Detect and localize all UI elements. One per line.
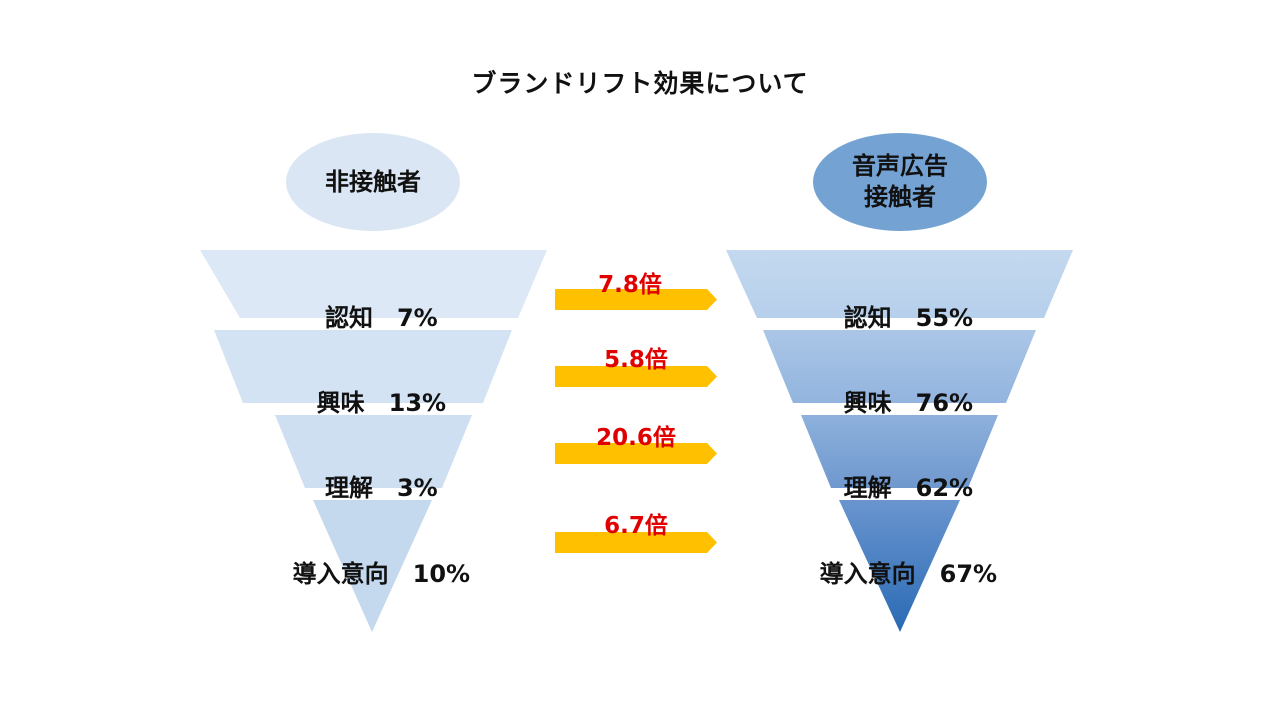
multiplier-intent: 6.7倍 <box>604 513 668 539</box>
multiplier-awareness: 7.8倍 <box>598 272 662 298</box>
right-funnel-segment-2 <box>763 330 1036 403</box>
segment-label: 理解 <box>324 474 373 502</box>
left-header: 非接触者 <box>286 133 460 231</box>
right-segment-awareness: 認知 55% <box>800 270 1000 333</box>
page-title: ブランドリフト効果について <box>471 69 809 98</box>
right-header: 音声広告 接触者 <box>813 133 987 231</box>
multiplier-understanding: 20.6倍 <box>596 425 676 451</box>
segment-label: 導入意向 <box>819 560 916 588</box>
segment-label: 認知 <box>843 304 892 332</box>
left-funnel-segment-3 <box>275 415 472 488</box>
right-header-label-line1: 音声広告 <box>852 152 948 180</box>
arrow-right-icon <box>555 289 717 310</box>
segment-value: 62% <box>915 474 974 502</box>
left-funnel-segment-4 <box>313 500 432 632</box>
right-header-label-line2: 接触者 <box>864 183 936 211</box>
left-segment-understanding: 理解 3% <box>273 440 473 503</box>
segment-value: 10% <box>412 560 471 588</box>
right-funnel-segment-3 <box>801 415 998 488</box>
segment-value: 76% <box>915 389 974 417</box>
segment-value: 55% <box>915 304 974 332</box>
right-funnel-segment-1 <box>726 250 1073 318</box>
segment-label: 導入意向 <box>292 560 389 588</box>
left-funnel-segment-1 <box>200 250 547 318</box>
segment-label: 認知 <box>324 304 373 332</box>
left-segment-intent: 導入意向 10% <box>253 526 493 589</box>
left-funnel-segment-2 <box>214 330 512 403</box>
right-segment-interest: 興味 76% <box>800 355 1000 418</box>
right-segment-intent: 導入意向 67% <box>780 526 1020 589</box>
left-segment-interest: 興味 13% <box>273 355 473 418</box>
segment-value: 13% <box>388 389 447 417</box>
right-segment-understanding: 理解 62% <box>800 440 1000 503</box>
multiplier-interest: 5.8倍 <box>604 347 668 373</box>
left-segment-awareness: 認知 7% <box>273 270 473 333</box>
segment-value: 3% <box>396 474 438 502</box>
right-header-ellipse <box>813 133 987 231</box>
segment-label: 興味 <box>843 389 892 417</box>
arrow-right-icon <box>555 366 717 387</box>
right-funnel-segment-4 <box>839 500 960 632</box>
arrow-right-icon <box>555 532 717 553</box>
left-funnel-gap-stripe <box>241 320 515 328</box>
segment-value: 67% <box>939 560 998 588</box>
segment-label: 興味 <box>316 389 365 417</box>
arrow-right-icon <box>555 443 717 464</box>
left-header-label: 非接触者 <box>325 167 421 196</box>
segment-label: 理解 <box>843 474 892 502</box>
left-header-ellipse <box>286 133 460 231</box>
segment-value: 7% <box>396 304 438 332</box>
